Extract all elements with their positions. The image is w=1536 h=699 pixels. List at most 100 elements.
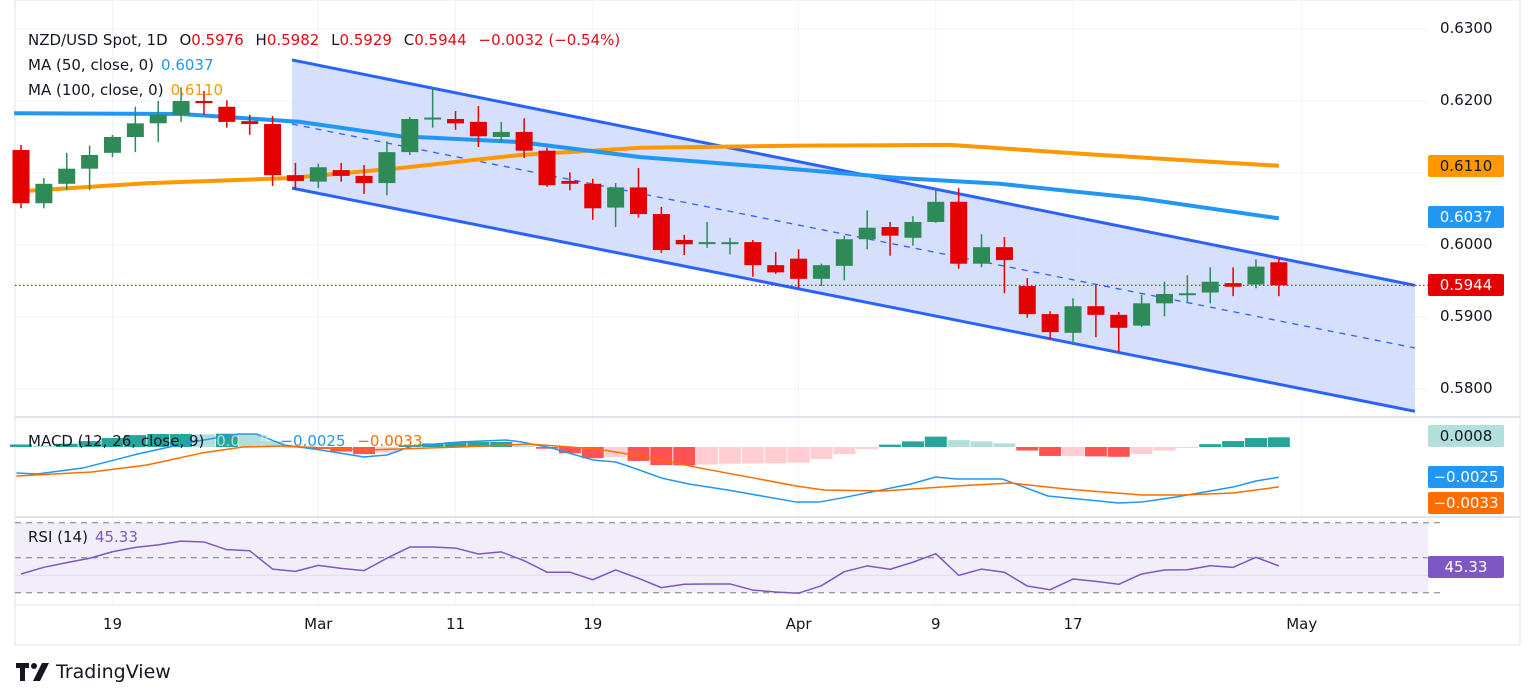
candle bbox=[401, 116, 419, 155]
candle bbox=[835, 235, 853, 281]
ma50-price-badge: 0.6037 bbox=[1428, 206, 1504, 228]
macd-histogram-bar bbox=[993, 443, 1016, 447]
candle-body bbox=[424, 117, 442, 120]
candle bbox=[12, 144, 30, 209]
candle bbox=[1178, 275, 1196, 304]
macd-histogram-bar bbox=[810, 447, 833, 460]
ma50-legend[interactable]: MA (50, close, 0) 0.6037 bbox=[28, 55, 214, 75]
rsi-legend[interactable]: RSI (14) 45.33 bbox=[28, 527, 138, 547]
macd-histogram-bar bbox=[764, 447, 787, 464]
candle bbox=[995, 237, 1013, 294]
candle bbox=[721, 237, 739, 255]
macd-hist-badge: 0.0008 bbox=[1428, 425, 1504, 447]
candle-body bbox=[584, 183, 602, 209]
candle bbox=[675, 234, 693, 256]
macd-histogram-bar bbox=[101, 438, 124, 447]
candle-body bbox=[950, 201, 968, 264]
candle-body bbox=[103, 137, 121, 153]
candle bbox=[172, 87, 190, 122]
macd-histogram-bar bbox=[627, 447, 650, 461]
macd-histogram-bar bbox=[1130, 447, 1153, 455]
macd-signal-value: −0.0033 bbox=[357, 432, 423, 450]
low-label: L bbox=[331, 31, 340, 49]
candle bbox=[1224, 267, 1242, 297]
candle-body bbox=[790, 258, 808, 279]
tradingview-logo[interactable]: TradingView bbox=[16, 661, 171, 683]
macd-histogram-bar bbox=[970, 441, 993, 447]
macd-histogram-bar bbox=[467, 442, 490, 447]
candle bbox=[1018, 278, 1036, 318]
price-tick-label: 0.6200 bbox=[1440, 91, 1493, 109]
candle-body bbox=[1201, 281, 1219, 293]
time-tick-label: 19 bbox=[102, 615, 123, 633]
candle bbox=[355, 165, 373, 194]
macd-histogram-bar bbox=[833, 447, 856, 455]
candle-body bbox=[1041, 314, 1059, 333]
ma50-line bbox=[14, 111, 1280, 221]
candle-body bbox=[538, 150, 556, 186]
macd-histogram-bar bbox=[444, 442, 467, 447]
candle-body bbox=[58, 168, 76, 184]
candle bbox=[1064, 298, 1082, 346]
macd-value: −0.0025 bbox=[280, 432, 346, 450]
price-tick-label: 0.5800 bbox=[1440, 379, 1493, 397]
macd-histogram-bar bbox=[947, 440, 970, 447]
candle-body bbox=[698, 242, 716, 245]
ma100-price-badge: 0.6110 bbox=[1428, 155, 1504, 177]
macd-histogram-bar bbox=[879, 444, 902, 447]
macd-histogram-bar bbox=[1084, 447, 1107, 457]
close-label: C bbox=[403, 31, 415, 49]
candle-body bbox=[881, 227, 899, 236]
candle bbox=[469, 106, 487, 148]
low-value: 0.5929 bbox=[339, 31, 392, 49]
candle bbox=[652, 206, 670, 253]
macd-histogram-bar bbox=[1176, 447, 1199, 448]
macd-legend[interactable]: MACD (12, 26, close, 9) 0.0008 −0.0025 −… bbox=[28, 431, 422, 451]
candle bbox=[790, 249, 808, 289]
candle-body bbox=[492, 131, 510, 137]
high-label: H bbox=[255, 31, 267, 49]
candle-body bbox=[126, 123, 144, 137]
channel-lower-line bbox=[291, 186, 1416, 413]
macd-histogram-bar bbox=[1222, 441, 1245, 447]
macd-histogram-bar bbox=[856, 447, 879, 450]
macd-histogram-bar bbox=[32, 445, 55, 447]
macd-histogram-bar bbox=[261, 441, 284, 447]
candle-body bbox=[241, 121, 259, 125]
candle-body bbox=[515, 131, 533, 151]
candle-body bbox=[447, 119, 465, 124]
candle-body bbox=[1064, 306, 1082, 333]
chart-frame bbox=[14, 0, 1521, 646]
time-tick-label: 11 bbox=[445, 615, 466, 633]
macd-hist-value: 0.0008 bbox=[216, 432, 269, 450]
ma100-legend[interactable]: MA (100, close, 0) 0.6110 bbox=[28, 80, 223, 100]
candle bbox=[1247, 259, 1265, 289]
macd-histogram-bar bbox=[1039, 447, 1062, 456]
macd-label: MACD (12, 26, close, 9) bbox=[28, 432, 205, 450]
candle-body bbox=[904, 221, 922, 238]
macd-histogram-bar bbox=[238, 434, 261, 447]
candle bbox=[378, 141, 396, 196]
macd-histogram-bar bbox=[1267, 437, 1290, 447]
candle-body bbox=[81, 155, 99, 169]
open-value: 0.5976 bbox=[191, 31, 244, 49]
candle-body bbox=[149, 114, 167, 124]
candle bbox=[241, 114, 259, 135]
macd-line-badge: −0.0025 bbox=[1428, 466, 1504, 488]
ma50-value: 0.6037 bbox=[161, 56, 214, 74]
macd-histogram-bar bbox=[124, 435, 147, 447]
candle bbox=[492, 121, 510, 143]
macd-histogram-bar bbox=[78, 441, 101, 447]
macd-histogram-bar bbox=[421, 443, 444, 447]
candle bbox=[973, 234, 991, 268]
candle bbox=[1270, 257, 1288, 297]
candle-body bbox=[1133, 303, 1151, 326]
close-value: 0.5944 bbox=[414, 31, 467, 49]
candle-body bbox=[629, 187, 647, 215]
candle-body bbox=[378, 152, 396, 184]
candle bbox=[1201, 267, 1219, 304]
candle bbox=[1133, 294, 1151, 328]
macd-histogram-bar bbox=[147, 433, 170, 447]
candle bbox=[812, 263, 830, 287]
